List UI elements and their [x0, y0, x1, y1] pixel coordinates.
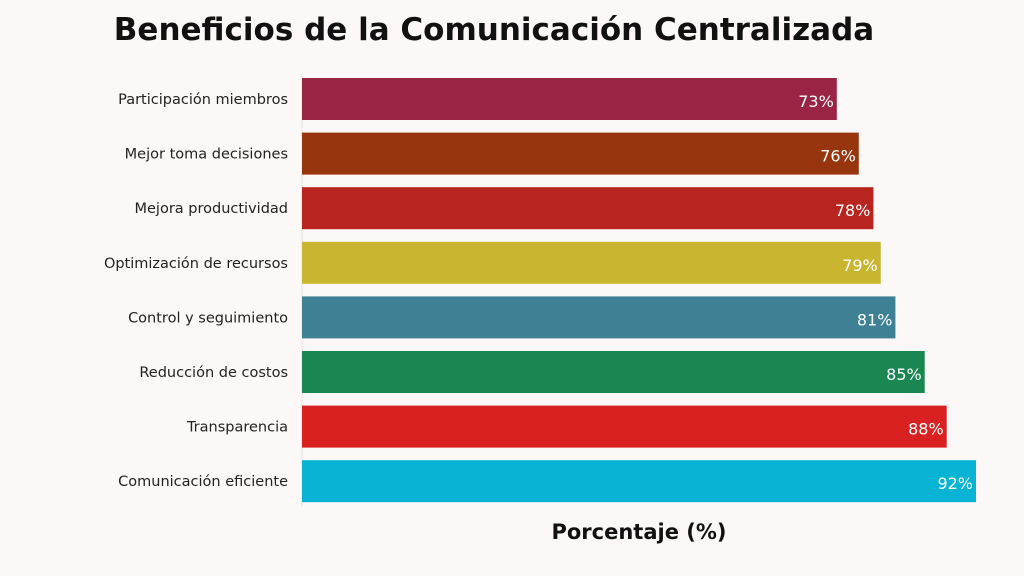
- bar: [302, 296, 896, 339]
- bar: [302, 132, 859, 175]
- category-label: Mejor toma decisiones: [125, 147, 288, 163]
- data-label: 85%: [886, 365, 922, 384]
- data-label: 76%: [820, 147, 856, 166]
- data-label: 73%: [798, 92, 834, 111]
- category-label: Comunicación eficiente: [118, 474, 288, 490]
- data-label: 78%: [835, 201, 871, 220]
- data-label: 88%: [908, 420, 944, 439]
- bar: [302, 460, 976, 503]
- category-label: Optimización de recursos: [104, 256, 288, 272]
- bar: [302, 78, 837, 120]
- category-label: Control y seguimiento: [128, 310, 288, 326]
- bar: [302, 241, 881, 284]
- bar: [302, 405, 947, 448]
- data-label: 92%: [937, 474, 973, 493]
- data-label: 81%: [857, 310, 893, 329]
- bar: [302, 351, 925, 393]
- bar: [302, 187, 874, 230]
- category-label: Mejora productividad: [135, 201, 289, 217]
- category-label: Transparencia: [186, 420, 288, 436]
- chart-title: Beneficios de la Comunicación Centraliza…: [113, 12, 875, 48]
- data-label: 79%: [842, 256, 878, 275]
- x-axis-label: Porcentaje (%): [551, 520, 727, 544]
- category-label: Participación miembros: [118, 92, 288, 108]
- category-label: Reducción de costos: [139, 365, 288, 381]
